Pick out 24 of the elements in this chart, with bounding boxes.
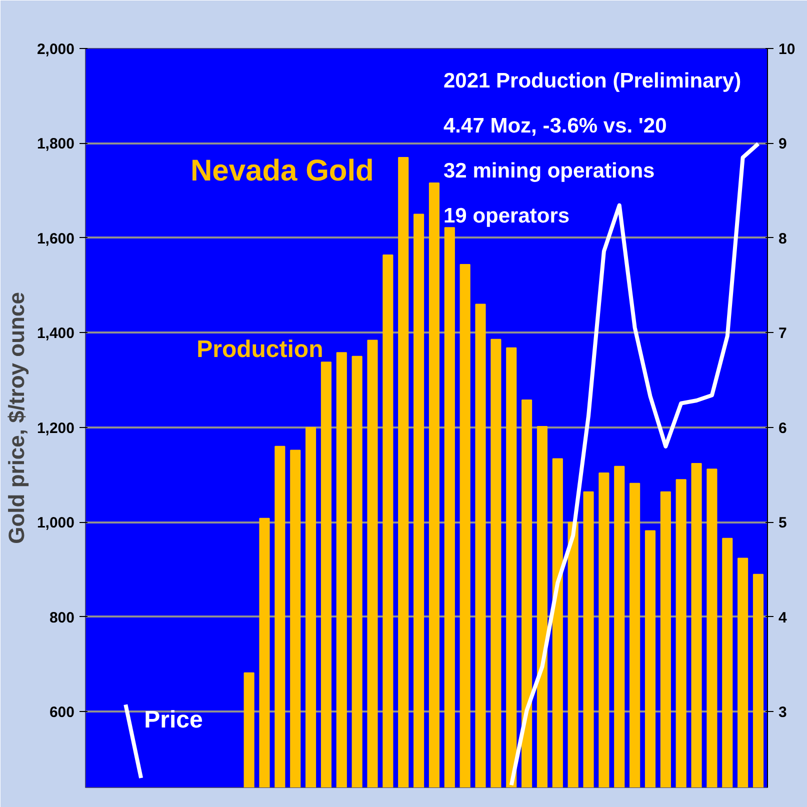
y-tick-label: 1,000 [36, 514, 75, 532]
y2-tick-label: 4 [778, 609, 788, 626]
y-tick-label: 1,200 [36, 420, 75, 437]
series-label: Price [144, 706, 203, 734]
y-tick-label: 2,000 [36, 41, 75, 58]
text: Nevada Gold [190, 154, 374, 188]
y-tick-label: 800 [49, 609, 75, 626]
annotation: 2021 Production (Preliminary) [444, 70, 742, 92]
y2-tick-label: 10 [778, 41, 796, 58]
y2-tick-label: 7 [778, 325, 787, 342]
y-tick-label: 1,600 [36, 230, 75, 248]
annotation: 19 operators [444, 204, 570, 228]
y-axis-title: Gold price, $/troy ounce [4, 292, 29, 544]
y2-tick-label: 8 [778, 230, 787, 248]
y2-tick-label: 9 [778, 136, 787, 153]
y-tick-label: 1,800 [36, 136, 75, 153]
y2-tick-label: 5 [778, 514, 787, 532]
y2-tick-label: 6 [778, 420, 787, 437]
series-label: Production [196, 336, 324, 363]
y-tick-label: 600 [49, 704, 75, 722]
y-tick-label: 1,400 [36, 325, 75, 342]
annotation: 32 mining operations [444, 160, 655, 182]
annotation: 4.47 Moz, -3.6% vs. '20 [444, 114, 667, 138]
y2-tick-label: 3 [778, 704, 787, 722]
